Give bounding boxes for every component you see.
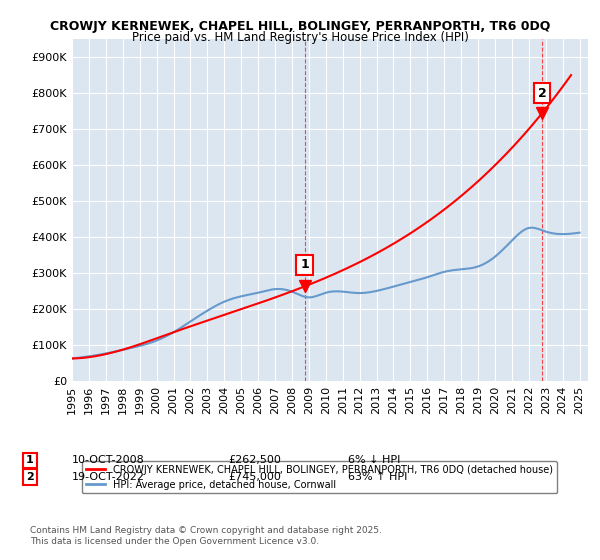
Text: CROWJY KERNEWEK, CHAPEL HILL, BOLINGEY, PERRANPORTH, TR6 0DQ: CROWJY KERNEWEK, CHAPEL HILL, BOLINGEY, …: [50, 20, 550, 32]
Text: 6% ↓ HPI: 6% ↓ HPI: [348, 455, 400, 465]
Legend: CROWJY KERNEWEK, CHAPEL HILL, BOLINGEY, PERRANPORTH, TR6 0DQ (detached house), H: CROWJY KERNEWEK, CHAPEL HILL, BOLINGEY, …: [82, 461, 557, 493]
Text: 1: 1: [300, 258, 309, 272]
Text: Contains HM Land Registry data © Crown copyright and database right 2025.
This d: Contains HM Land Registry data © Crown c…: [30, 526, 382, 546]
Text: 10-OCT-2008: 10-OCT-2008: [72, 455, 145, 465]
Text: 63% ↑ HPI: 63% ↑ HPI: [348, 472, 407, 482]
Text: 2: 2: [26, 472, 34, 482]
Text: 2: 2: [538, 87, 547, 100]
Text: 19-OCT-2022: 19-OCT-2022: [72, 472, 145, 482]
Text: £262,500: £262,500: [228, 455, 281, 465]
Text: 1: 1: [26, 455, 34, 465]
Text: Price paid vs. HM Land Registry's House Price Index (HPI): Price paid vs. HM Land Registry's House …: [131, 31, 469, 44]
Text: £745,000: £745,000: [228, 472, 281, 482]
